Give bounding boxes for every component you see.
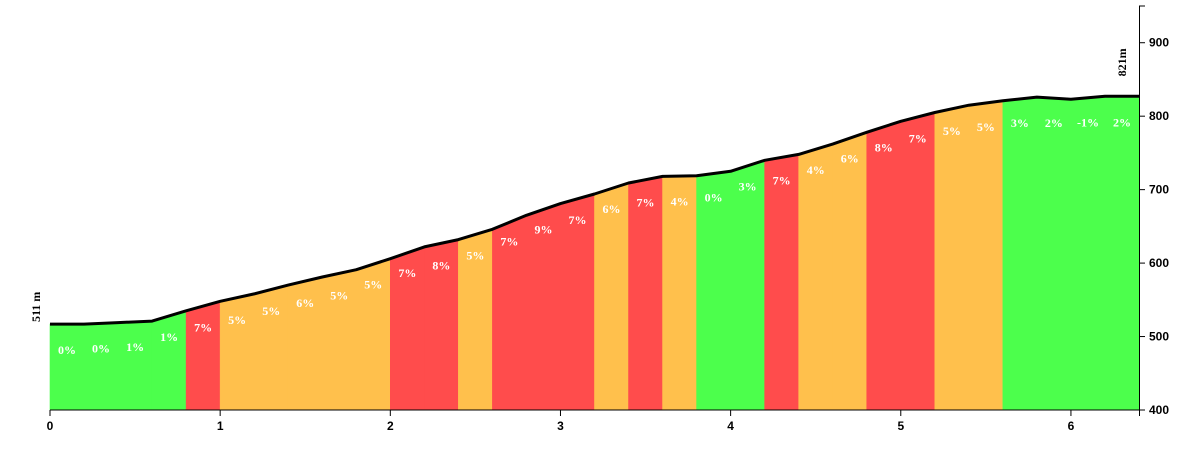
grade-label: 2%: [1045, 116, 1063, 130]
grade-label: 6%: [841, 151, 859, 165]
x-tick-label: 5: [897, 419, 904, 433]
grade-label: 5%: [228, 313, 246, 327]
grade-label: 7%: [568, 213, 586, 227]
x-axis: 0 1 2 3 4 5 6: [47, 409, 1139, 433]
grade-segments: [49, 96, 1140, 411]
grade-segment: [628, 176, 663, 411]
grade-label: 8%: [875, 140, 893, 154]
grade-segment: [968, 100, 1004, 411]
grade-segment: [1070, 96, 1106, 411]
grade-label: 6%: [603, 202, 621, 216]
grade-label: 0%: [92, 342, 110, 356]
end-elevation-label: 821m: [1115, 48, 1129, 76]
y-tick-label: 700: [1149, 183, 1169, 197]
grade-label: 7%: [194, 320, 212, 334]
grade-label: 6%: [296, 296, 314, 310]
grade-label: 9%: [534, 223, 552, 237]
grade-label: 1%: [126, 340, 144, 354]
elevation-line: [50, 94, 1139, 326]
grade-label: 5%: [466, 248, 484, 262]
grade-segment: [798, 143, 834, 411]
grade-segment: [696, 170, 731, 411]
grade-label: 5%: [977, 120, 995, 134]
grade-label: 5%: [943, 124, 961, 138]
grade-segment: [117, 320, 153, 411]
grade-label: -1%: [1077, 115, 1099, 129]
grade-segment: [83, 322, 119, 411]
grade-segment: [730, 159, 765, 411]
x-tick-label: 4: [727, 419, 734, 433]
grade-segment: [934, 104, 970, 411]
grade-label: 7%: [398, 266, 416, 280]
x-tick-label: 0: [47, 419, 54, 433]
grade-label: 7%: [637, 195, 655, 209]
grade-label: 8%: [432, 259, 450, 273]
grade-segment: [185, 300, 221, 411]
y-tick-label: 600: [1149, 256, 1169, 270]
grade-segment: [594, 182, 629, 411]
grade-label: 7%: [909, 132, 927, 146]
grade-labels: 0% 0% 1% 1% 7% 5% 5% 6% 5% 5% 7% 8% 5% 7% 9% 7% 6% 7% 4% 0%…: [58, 115, 1131, 357]
grade-segment: [49, 323, 85, 411]
grade-segment: [1002, 96, 1038, 411]
grade-segment: [1104, 96, 1140, 411]
grade-label: 3%: [739, 179, 757, 193]
grade-label: 4%: [671, 195, 689, 209]
grade-label: 4%: [807, 163, 825, 177]
x-tick-label: 6: [1068, 419, 1075, 433]
grade-label: 3%: [1011, 116, 1029, 130]
grade-segment: [219, 293, 255, 411]
grade-segment: [1036, 96, 1072, 411]
y-tick-label: 900: [1149, 36, 1169, 50]
grade-segment: [900, 112, 936, 411]
grade-segment: [764, 154, 799, 411]
x-tick-label: 2: [387, 419, 394, 433]
grade-label: 1%: [160, 330, 178, 344]
y-tick-label: 800: [1149, 109, 1169, 123]
start-elevation-label: 511 m: [29, 292, 43, 322]
grade-label: 2%: [1113, 115, 1131, 129]
x-tick-label: 1: [217, 419, 224, 433]
y-tick-label: 400: [1149, 403, 1169, 417]
y-tick-label: 500: [1149, 330, 1169, 344]
grade-segment: [151, 310, 187, 411]
y-axis: 400 500 600 700 800 900: [1139, 5, 1169, 417]
x-tick-label: 3: [557, 419, 564, 433]
grade-label: 7%: [773, 173, 791, 187]
grade-label: 5%: [330, 289, 348, 303]
grade-segment: [662, 175, 697, 411]
grade-segment: [866, 120, 902, 411]
grade-label: 0%: [705, 190, 723, 204]
grade-label: 0%: [58, 343, 76, 357]
grade-label: 5%: [364, 278, 382, 292]
grade-label: 5%: [262, 304, 280, 318]
grade-label: 7%: [500, 234, 518, 248]
grade-segment: [832, 131, 868, 411]
